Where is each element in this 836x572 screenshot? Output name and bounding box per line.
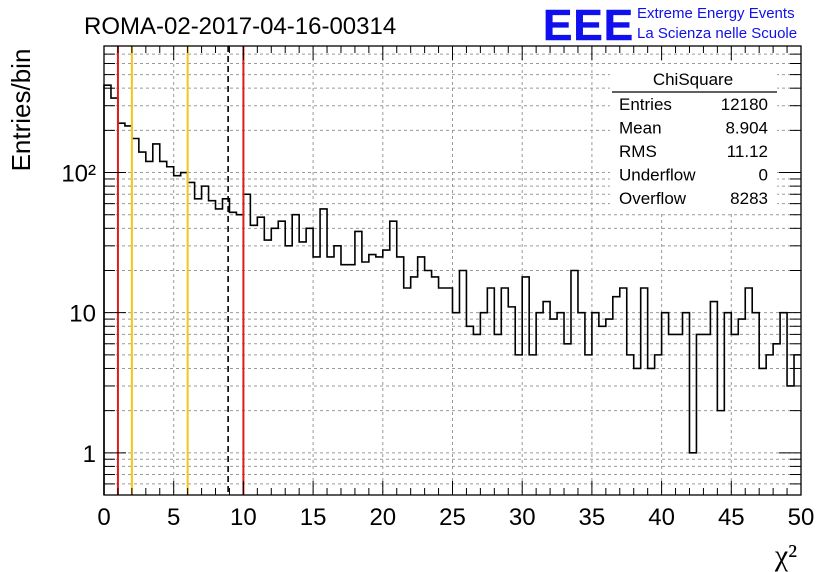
x-tick-label: 10 <box>230 504 257 531</box>
stats-title: ChiSquare <box>653 70 733 89</box>
x-axis-label: χ² <box>774 539 797 572</box>
x-tick-label: 15 <box>300 504 327 531</box>
reference-lines <box>116 46 245 495</box>
x-tick-label: 50 <box>788 504 815 531</box>
stats-box: ChiSquare Entries 12180 Mean 8.904 RMS 11.12 U… <box>610 64 777 214</box>
x-tick-label: 35 <box>579 504 606 531</box>
x-tick-label: 45 <box>718 504 745 531</box>
stats-label: Overflow <box>619 189 687 208</box>
eee-logo: EEE <box>543 1 634 50</box>
stats-label: RMS <box>619 142 657 161</box>
x-tick-label: 20 <box>369 504 396 531</box>
stats-value: 8283 <box>730 189 768 208</box>
stats-value: 0 <box>759 166 768 185</box>
stats-value: 12180 <box>721 95 768 114</box>
axis-ticks: 0 5 10 15 20 25 30 35 40 45 50 1 10 10² <box>61 45 815 531</box>
histogram-series <box>103 84 801 495</box>
y-tick-label: 10 <box>69 301 96 328</box>
x-tick-label: 5 <box>167 504 180 531</box>
plot-frame <box>103 45 802 496</box>
stats-value: 8.904 <box>725 119 768 138</box>
stats-label: Entries <box>619 95 672 114</box>
stats-value: 11.12 <box>727 142 768 161</box>
x-tick-label: 25 <box>439 504 466 531</box>
chart-title: ROMA-02-2017-04-16-00314 <box>84 13 396 40</box>
stats-label: Underflow <box>619 166 696 185</box>
logo-line-1: Extreme Energy Events <box>637 5 795 22</box>
x-tick-label: 0 <box>97 504 110 531</box>
y-axis-label: Entries/bin <box>6 49 36 172</box>
logo-line-2: La Scienza nelle Scuole <box>637 25 797 42</box>
x-tick-label: 30 <box>509 504 536 531</box>
y-tick-label: 10² <box>61 161 96 188</box>
y-tick-label: 1 <box>83 441 96 468</box>
x-tick-label: 40 <box>648 504 675 531</box>
stats-label: Mean <box>619 119 662 138</box>
